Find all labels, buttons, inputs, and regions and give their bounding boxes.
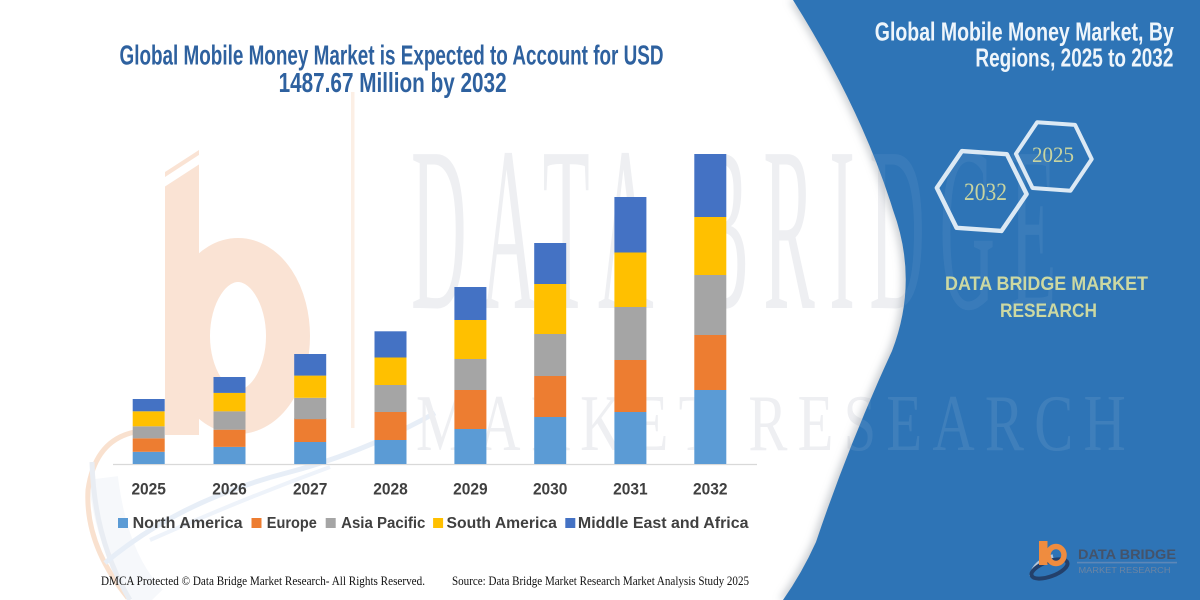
svg-text:2030: 2030: [533, 480, 568, 499]
svg-text:2032: 2032: [693, 480, 728, 499]
svg-text:Europe: Europe: [267, 515, 317, 532]
svg-text:2025: 2025: [131, 480, 166, 499]
svg-text:Middle East and Africa: Middle East and Africa: [578, 515, 749, 532]
svg-text:1487.67 Million by 2032: 1487.67 Million by 2032: [279, 67, 507, 98]
svg-text:2025: 2025: [1032, 142, 1074, 167]
svg-text:Regions, 2025 to 2032: Regions, 2025 to 2032: [975, 43, 1173, 73]
svg-text:2026: 2026: [212, 480, 247, 499]
svg-text:DATA BRIDGE MARKET: DATA BRIDGE MARKET: [945, 274, 1148, 295]
svg-text:Source: Data Bridge Market Res: Source: Data Bridge Market Research Mark…: [452, 574, 749, 588]
svg-text:2031: 2031: [613, 480, 648, 499]
svg-text:2032: 2032: [964, 179, 1007, 206]
svg-text:MARKET RESEARCH: MARKET RESEARCH: [1079, 566, 1171, 575]
svg-text:DATA BRIDGE: DATA BRIDGE: [1078, 546, 1176, 562]
svg-text:North America: North America: [133, 515, 243, 532]
svg-text:2027: 2027: [293, 480, 328, 499]
svg-text:DMCA Protected © Data Bridge M: DMCA Protected © Data Bridge Market Rese…: [101, 574, 425, 588]
svg-text:Global Mobile Money Market is: Global Mobile Money Market is Expected t…: [120, 40, 664, 71]
svg-text:South America: South America: [447, 515, 557, 532]
svg-text:2028: 2028: [373, 480, 408, 499]
svg-text:Global Mobile Money Market, By: Global Mobile Money Market, By: [875, 17, 1174, 47]
svg-text:RESEARCH: RESEARCH: [1000, 301, 1097, 322]
svg-text:Asia Pacific: Asia Pacific: [341, 515, 425, 532]
svg-text:2029: 2029: [453, 480, 488, 499]
